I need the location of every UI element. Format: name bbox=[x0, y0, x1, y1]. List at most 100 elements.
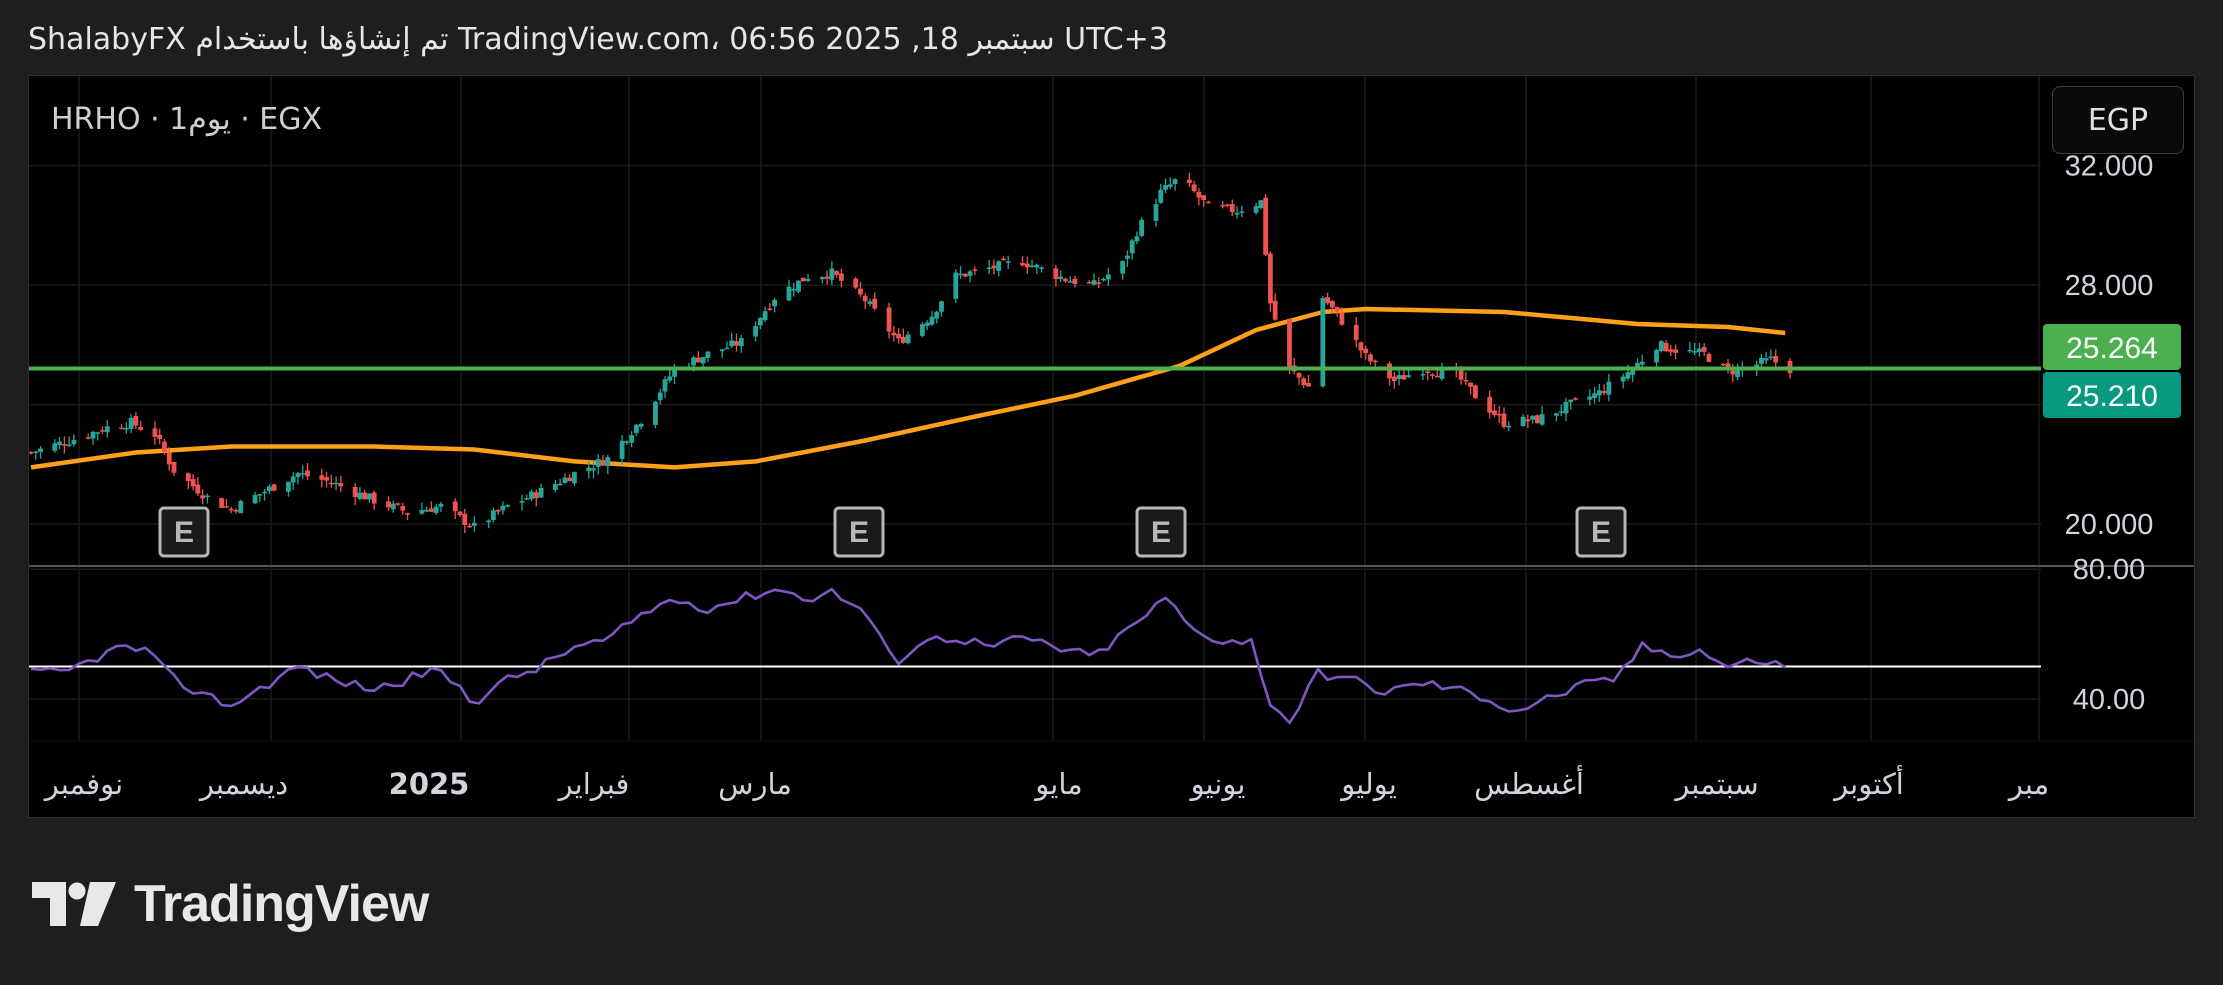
candle bbox=[838, 268, 844, 288]
candle bbox=[505, 504, 511, 508]
candle bbox=[1063, 277, 1068, 283]
candle bbox=[1058, 270, 1064, 283]
candle bbox=[867, 298, 873, 307]
candle bbox=[1492, 404, 1497, 418]
moving-average-line[interactable] bbox=[30, 306, 1786, 470]
candle bbox=[152, 421, 158, 446]
candle bbox=[1163, 178, 1168, 194]
candle bbox=[1554, 413, 1559, 422]
candle bbox=[800, 277, 806, 282]
time-axis-tick-label: نوفمبر bbox=[43, 767, 123, 801]
tradingview-logo[interactable]: TradingView bbox=[32, 874, 429, 934]
candle bbox=[962, 273, 968, 278]
candle bbox=[624, 440, 630, 445]
candle bbox=[824, 270, 830, 285]
earnings-marker[interactable]: E bbox=[833, 506, 885, 558]
candle bbox=[557, 478, 563, 486]
candle bbox=[1325, 292, 1331, 305]
candle bbox=[419, 502, 425, 515]
candle bbox=[1191, 180, 1197, 193]
candle bbox=[1563, 397, 1569, 421]
candle bbox=[1301, 376, 1307, 388]
candle bbox=[324, 471, 329, 488]
candle bbox=[1568, 399, 1574, 410]
candle bbox=[1606, 373, 1612, 402]
price-axis-tick-label: 20.000 bbox=[2065, 509, 2154, 541]
candle bbox=[85, 433, 91, 440]
candle bbox=[1001, 256, 1006, 261]
earnings-marker[interactable]: E bbox=[1135, 506, 1187, 558]
chart-attribution-header: ShalabyFX تم إنشاؤها باستخدام TradingVie… bbox=[28, 22, 1168, 57]
candle bbox=[1468, 382, 1474, 395]
candle bbox=[657, 388, 663, 405]
candle bbox=[567, 473, 573, 482]
candle bbox=[1167, 177, 1173, 190]
candle bbox=[757, 317, 763, 330]
candle bbox=[1425, 369, 1431, 381]
candle bbox=[1053, 264, 1059, 287]
candle bbox=[1225, 203, 1230, 208]
candle bbox=[796, 280, 801, 294]
candle bbox=[1363, 345, 1369, 360]
earnings-marker-label: E bbox=[849, 516, 869, 549]
candle bbox=[1253, 202, 1259, 215]
candle bbox=[1520, 413, 1526, 427]
chart-canvas[interactable]: 20.00024.00028.00032.00040.0080.00نوفمبر… bbox=[29, 76, 2194, 817]
candle bbox=[1663, 340, 1669, 352]
price-axis-tick-label: 28.000 bbox=[2065, 270, 2154, 302]
candle bbox=[1387, 361, 1392, 386]
candle bbox=[61, 436, 67, 454]
candlestick-series[interactable] bbox=[29, 172, 1793, 534]
earnings-marker[interactable]: E bbox=[1575, 506, 1627, 558]
candle bbox=[1439, 362, 1445, 381]
candle bbox=[486, 519, 492, 529]
candle bbox=[1139, 217, 1145, 238]
candle bbox=[1024, 256, 1030, 274]
candle bbox=[190, 474, 196, 491]
candle bbox=[1296, 372, 1302, 385]
candle bbox=[958, 266, 963, 279]
candle bbox=[729, 332, 735, 349]
candle bbox=[286, 481, 291, 497]
candle bbox=[1530, 415, 1535, 424]
candle bbox=[1067, 276, 1073, 283]
candle bbox=[1768, 349, 1774, 361]
tradingview-logo-icon bbox=[32, 882, 116, 926]
candle bbox=[872, 292, 878, 311]
candle bbox=[1668, 344, 1674, 357]
currency-button[interactable]: EGP bbox=[2052, 86, 2184, 154]
candle bbox=[233, 508, 239, 514]
candle bbox=[1287, 318, 1292, 374]
candle bbox=[433, 503, 439, 515]
rsi-line[interactable] bbox=[30, 587, 1786, 725]
candle bbox=[762, 306, 768, 323]
candle bbox=[1353, 316, 1359, 348]
candle bbox=[967, 269, 973, 283]
candle bbox=[886, 302, 892, 339]
candle bbox=[972, 266, 978, 275]
candle bbox=[1725, 359, 1731, 374]
candle bbox=[367, 493, 372, 503]
candle bbox=[371, 490, 377, 510]
candle bbox=[1587, 389, 1593, 406]
candle bbox=[1368, 352, 1373, 365]
candle bbox=[166, 446, 172, 471]
candle bbox=[1124, 250, 1130, 267]
candle bbox=[1697, 342, 1702, 357]
candle bbox=[1558, 404, 1564, 417]
candle bbox=[767, 303, 773, 311]
candle bbox=[290, 472, 296, 491]
candle bbox=[629, 431, 635, 448]
candle bbox=[224, 499, 229, 508]
chart-panel[interactable]: 20.00024.00028.00032.00040.0080.00نوفمبر… bbox=[28, 75, 2195, 818]
candle bbox=[1396, 368, 1402, 386]
candle bbox=[452, 498, 458, 520]
candle bbox=[1735, 363, 1740, 381]
earnings-marker[interactable]: E bbox=[158, 506, 210, 558]
candle bbox=[400, 502, 406, 515]
candle bbox=[1201, 195, 1207, 208]
candle bbox=[1186, 172, 1192, 187]
candle bbox=[390, 500, 396, 513]
candle bbox=[1673, 344, 1678, 360]
candle bbox=[819, 276, 825, 284]
